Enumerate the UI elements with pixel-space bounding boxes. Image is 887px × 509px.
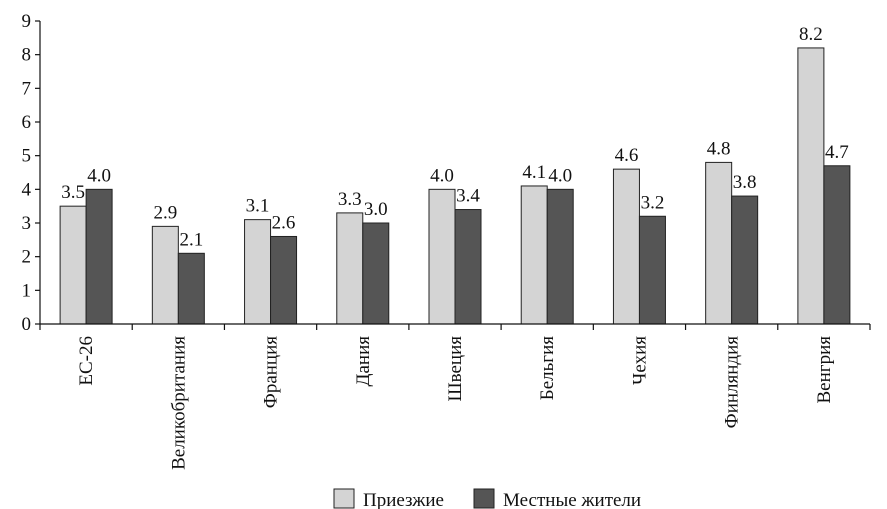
data-label-arrivals: 3.3 — [338, 189, 362, 210]
data-label-arrivals: 2.9 — [153, 202, 177, 223]
data-label-arrivals: 4.6 — [615, 145, 639, 166]
data-label-locals: 3.8 — [733, 172, 757, 193]
data-label-locals: 3.4 — [456, 186, 480, 207]
bar-arrivals — [428, 188, 456, 325]
y-tick-label: 4 — [22, 179, 32, 200]
bar-arrivals — [244, 219, 272, 325]
bars — [59, 47, 851, 325]
bar-arrivals — [59, 205, 87, 325]
legend-label-arrivals: Приезжие — [363, 490, 444, 509]
y-tick-label: 2 — [22, 247, 32, 268]
data-label-arrivals: 4.1 — [522, 162, 546, 183]
legend-swatch-locals — [473, 488, 495, 509]
x-category-label: Франция — [261, 336, 282, 408]
data-label-locals: 3.2 — [641, 192, 665, 213]
bar-arrivals — [336, 212, 364, 325]
x-category-label: Великобритания — [168, 336, 189, 470]
y-tick-label: 0 — [22, 314, 32, 335]
data-label-arrivals: 8.2 — [799, 24, 823, 45]
y-tick-label: 9 — [22, 11, 32, 32]
x-category-label: Бельгия — [537, 336, 558, 400]
bar-locals — [454, 209, 482, 325]
y-tick-label: 1 — [22, 280, 32, 301]
bar-locals — [823, 165, 851, 325]
x-category-label: ЕС-26 — [76, 336, 97, 386]
bar-locals — [731, 195, 759, 325]
legend: Приезжие Местные жители — [333, 488, 641, 509]
data-label-arrivals: 3.1 — [246, 196, 270, 217]
x-axis: ЕС-26 Великобритания Франция Дания Швеция Бел… — [39, 323, 871, 470]
data-labels: 3.54.02.92.13.12.63.3 3.04.03.44.1 4.04.63… — [61, 24, 849, 250]
data-label-arrivals: 4.0 — [430, 165, 454, 186]
x-category-label: Швеция — [445, 336, 466, 402]
legend-swatch-arrivals — [333, 488, 355, 509]
bar-locals — [85, 188, 113, 325]
data-label-locals: 2.6 — [272, 212, 296, 233]
x-category-label: Финляндия — [722, 336, 743, 429]
bar-arrivals — [520, 185, 548, 325]
data-label-locals: 4.7 — [825, 142, 849, 163]
bar-arrivals — [151, 225, 179, 325]
y-axis: 0 1 2 3 4 5 6 7 8 9 — [22, 11, 41, 335]
legend-label-locals: Местные жители — [503, 490, 641, 509]
x-category-label: Дания — [353, 336, 374, 387]
data-label-arrivals: 3.5 — [61, 182, 85, 203]
data-label-locals: 3.0 — [364, 199, 388, 220]
x-category-label: Чехия — [629, 336, 650, 385]
bar-locals — [546, 188, 574, 325]
bar-locals — [177, 252, 205, 325]
bar-arrivals — [797, 47, 825, 325]
bar-locals — [638, 215, 666, 325]
y-tick-label: 7 — [22, 78, 32, 99]
y-tick-label: 6 — [22, 112, 32, 133]
data-label-arrivals: 4.8 — [707, 138, 731, 159]
x-category-label: Венгрия — [814, 336, 835, 404]
data-label-locals: 4.0 — [87, 165, 111, 186]
y-tick-label: 8 — [22, 45, 32, 66]
y-tick-label: 3 — [22, 213, 32, 234]
bar-arrivals — [705, 161, 733, 325]
bar-arrivals — [612, 168, 640, 325]
bar-locals — [362, 222, 390, 325]
y-tick-label: 5 — [22, 146, 32, 167]
data-label-locals: 2.1 — [179, 229, 203, 250]
data-label-locals: 4.0 — [548, 165, 572, 186]
bar-locals — [270, 235, 298, 325]
